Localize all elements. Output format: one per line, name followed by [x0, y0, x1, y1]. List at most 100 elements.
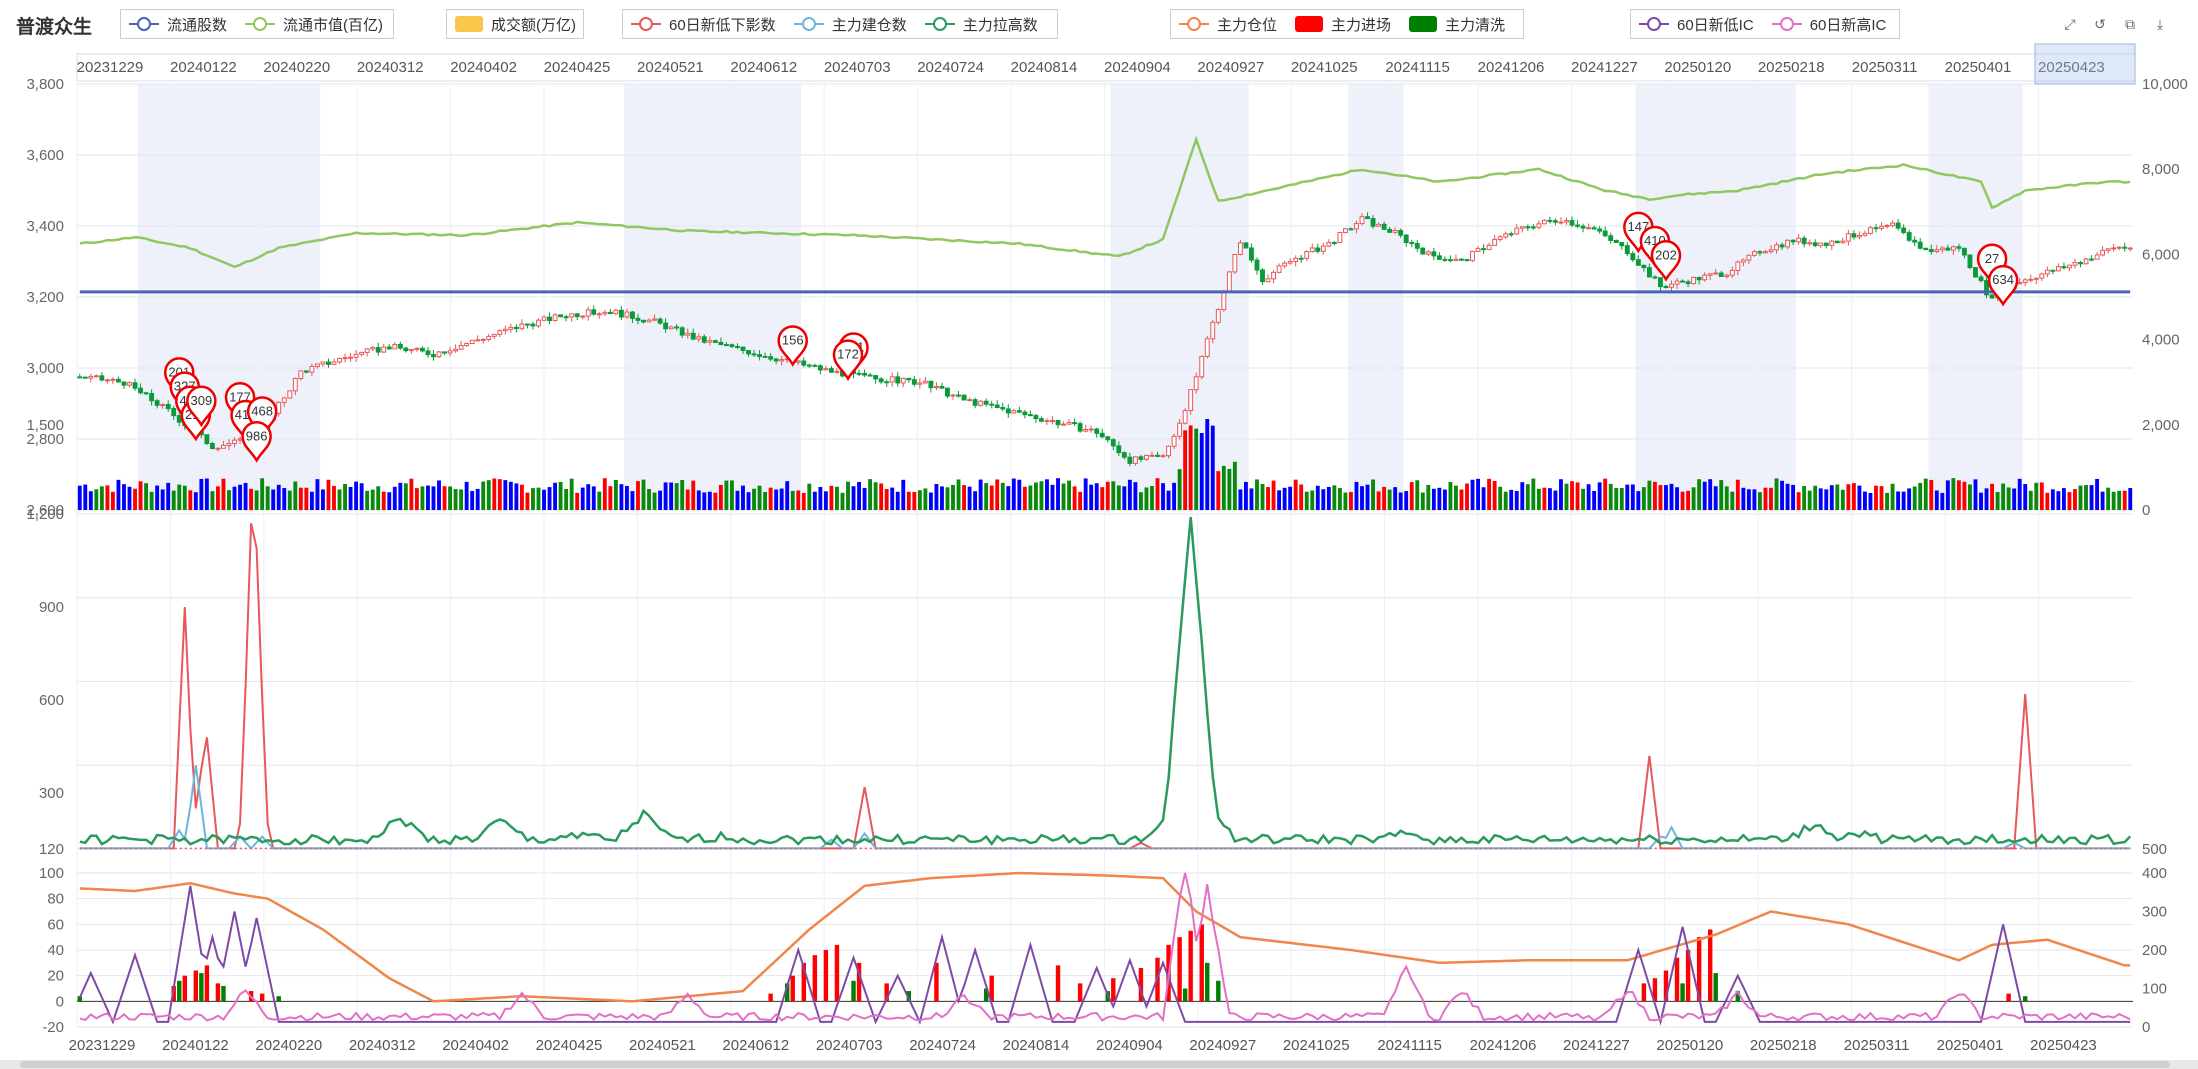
candle-body	[1906, 232, 1912, 241]
volume-bar	[1454, 485, 1458, 510]
volume-bar	[691, 480, 696, 510]
legend-item-circulating-mv[interactable]: 流通市值(百亿)	[245, 14, 383, 35]
candle-body	[176, 415, 182, 423]
candle-body	[1685, 281, 1691, 285]
volume-bar	[2128, 488, 2133, 510]
volume-bar	[1730, 491, 1735, 510]
candle-body	[116, 378, 121, 383]
volume-bar	[2067, 492, 2072, 510]
restore-icon[interactable]: ⧉	[2125, 16, 2135, 32]
legend-item-main-position[interactable]: 主力仓位	[1179, 14, 1277, 35]
volume-bar	[1321, 489, 1326, 510]
page-scrollbar[interactable]	[0, 1060, 2198, 1069]
candle-body	[1630, 253, 1636, 261]
volume-bar	[1360, 486, 1364, 510]
volume-bar	[1100, 487, 1105, 510]
volume-bar	[420, 486, 425, 510]
candle-body	[2044, 269, 2050, 275]
volume-bar	[1774, 478, 1779, 510]
volume-bar	[287, 490, 292, 510]
pin-marker-label: 986	[246, 428, 268, 443]
y-tick-label-right: 2,000	[2142, 417, 2180, 434]
scrollbar-thumb[interactable]	[20, 1061, 2170, 1068]
volume-bar	[873, 482, 878, 510]
legend-item-accumulation[interactable]: 主力建仓数	[793, 14, 907, 35]
entry-bar	[768, 993, 773, 1002]
volume-bar	[730, 480, 734, 510]
volume-bar	[1840, 489, 1845, 510]
volume-bar	[160, 489, 165, 510]
volume-bar	[221, 478, 226, 510]
candle-body	[558, 314, 564, 318]
legend-symbol	[1409, 16, 1438, 32]
candle-body	[596, 313, 602, 316]
volume-bar	[1520, 482, 1525, 510]
candle-body	[1580, 225, 1586, 229]
volume-bar	[1564, 483, 1569, 510]
candle-body	[1950, 246, 1956, 251]
entry-bar	[193, 970, 199, 1002]
pin-marker: 986	[241, 421, 272, 463]
legend-item-pump[interactable]: 主力拉高数	[924, 14, 1038, 35]
candle-body	[911, 379, 917, 385]
x-tick-label-bottom: 20240425	[536, 1037, 603, 1054]
volume-bar	[232, 486, 237, 510]
pin-marker-shape	[1650, 240, 1682, 282]
x-tick-label-bottom: 20250423	[2030, 1037, 2097, 1054]
save-image-icon[interactable]: ⤓	[2156, 16, 2164, 32]
candle-body	[873, 375, 879, 380]
candle-body	[1055, 420, 1061, 426]
candle-body	[491, 333, 497, 337]
volume-bar	[663, 482, 668, 510]
legend-label: 主力拉高数	[962, 16, 1038, 34]
candle-body	[574, 313, 580, 318]
volume-bar	[1979, 492, 1983, 510]
candle-body	[1050, 420, 1055, 423]
legend-item-turnover[interactable]: 成交额(万亿)	[455, 14, 576, 35]
candle-body	[1586, 227, 1592, 230]
volume-bar	[586, 484, 591, 510]
legend-item-main-entry[interactable]: 主力进场	[1295, 14, 1391, 35]
candle-body	[989, 403, 995, 406]
legend-item-main-wash[interactable]: 主力清洗	[1409, 14, 1505, 35]
volume-bar	[2017, 478, 2022, 510]
candle-body	[1287, 261, 1293, 264]
volume-bar	[1476, 478, 1480, 510]
candle-body	[475, 339, 481, 342]
volume-bar	[619, 484, 624, 510]
volume-bar	[1282, 487, 1287, 510]
candle-body	[817, 365, 823, 371]
candle-body	[1901, 227, 1907, 234]
volume-bar	[99, 486, 104, 510]
legend-item-ic-high[interactable]: 60日新高IC	[1771, 14, 1886, 35]
candle-body	[469, 339, 475, 344]
volume-bar	[2034, 482, 2039, 510]
y-tick-label-left: 20	[47, 968, 64, 985]
candle-body	[1453, 258, 1459, 262]
candle-body	[1436, 255, 1442, 260]
x-tick-label-top: 20240612	[730, 59, 797, 76]
legend-item-new-low-shadow[interactable]: 60日新低下影数	[631, 14, 776, 35]
candle-body	[607, 311, 613, 315]
candle-body	[171, 408, 177, 417]
candle-body	[762, 355, 768, 358]
volume-bar	[431, 486, 436, 510]
legend-item-float-shares[interactable]: 流通股数	[129, 14, 227, 35]
candle-body	[618, 309, 624, 318]
zoom-reset-icon[interactable]: ↺	[2094, 16, 2106, 32]
candle-body	[933, 386, 939, 389]
y-tick-label-left: 900	[39, 599, 64, 616]
candle-body	[1348, 228, 1354, 231]
candle-body	[2089, 258, 2094, 261]
candle-body	[1254, 259, 1260, 271]
zoom-icon[interactable]: ⤢	[2064, 16, 2076, 32]
entry-bar	[1138, 967, 1144, 1002]
volume-bar	[293, 481, 298, 510]
legend-item-ic-low[interactable]: 60日新低IC	[1639, 14, 1754, 35]
volume-bar	[1934, 490, 1939, 510]
candle-body	[1470, 250, 1475, 262]
candle-body	[143, 392, 149, 395]
volume-bar	[497, 479, 502, 510]
candle-body	[712, 340, 718, 343]
